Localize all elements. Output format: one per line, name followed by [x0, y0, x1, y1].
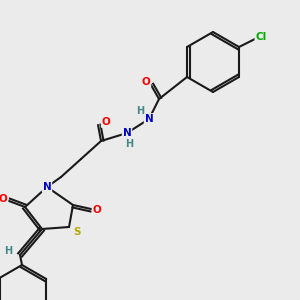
Text: O: O [102, 117, 110, 127]
Text: O: O [142, 77, 150, 87]
Text: Cl: Cl [255, 32, 267, 42]
Text: H: H [136, 106, 144, 116]
Text: O: O [93, 205, 101, 215]
Text: H: H [125, 139, 133, 149]
Text: O: O [0, 194, 8, 204]
Text: N: N [123, 128, 131, 138]
Text: H: H [4, 246, 12, 256]
Text: S: S [73, 227, 81, 237]
Text: N: N [43, 182, 51, 192]
Text: N: N [145, 114, 153, 124]
